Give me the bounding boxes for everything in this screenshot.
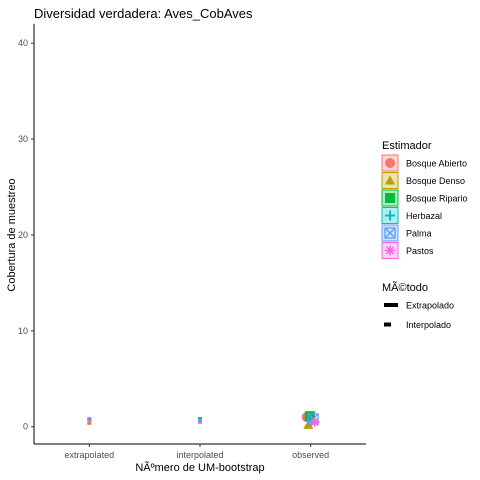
legend-label: Interpolado [406,320,451,330]
y-tick-label: 10 [18,326,28,336]
data-point [309,416,320,427]
x-tick-label: extrapolated [65,450,115,460]
x-tick-label: observed [292,450,329,460]
legend-label: Pastos [406,246,434,256]
legend-metodo-title: MÃ©todo [382,281,428,294]
x-axis-title: NÃºmero de UM-bootstrap [135,461,264,474]
legend-label: Herbazal [406,211,442,221]
legend-key-symbol [385,245,395,256]
legend-key-symbol [385,193,395,203]
y-axis-ticks: 0 10 20 30 40 [18,38,34,432]
legend-key-symbol [385,210,395,221]
y-tick-label: 40 [18,38,28,48]
x-tick-label: interpolated [176,450,223,460]
legend-key-symbol [385,175,395,185]
plot-title: Diversidad verdadera: Aves_CobAves [34,6,253,21]
y-tick-label: 0 [23,422,28,432]
y-tick-label: 20 [18,230,28,240]
y-tick-label: 30 [18,134,28,144]
legend-label: Bosque Denso [406,176,465,186]
legend-label: Bosque Abierto [406,159,467,169]
data-points [87,411,320,429]
x-axis-ticks: extrapolated interpolated observed [65,444,329,460]
y-axis-title: Cobertura de muestreo [6,178,18,291]
plot-area: 0 10 20 30 40 extrapolated interpolated observ… [18,24,366,460]
legend-estimador-title: Estimador [382,140,432,152]
legend-estimador: Estimador Bosque Abierto Bosque Denso Bosq… [381,140,468,259]
legend-key-symbol [385,158,395,168]
legend-label: Bosque Ripario [406,194,468,204]
legend-key-symbol [384,227,396,239]
legend-label: Palma [406,229,432,239]
legend-metodo: MÃ©todo Extrapolado Interpolado [382,281,454,330]
legend-label: Extrapolado [406,301,454,311]
